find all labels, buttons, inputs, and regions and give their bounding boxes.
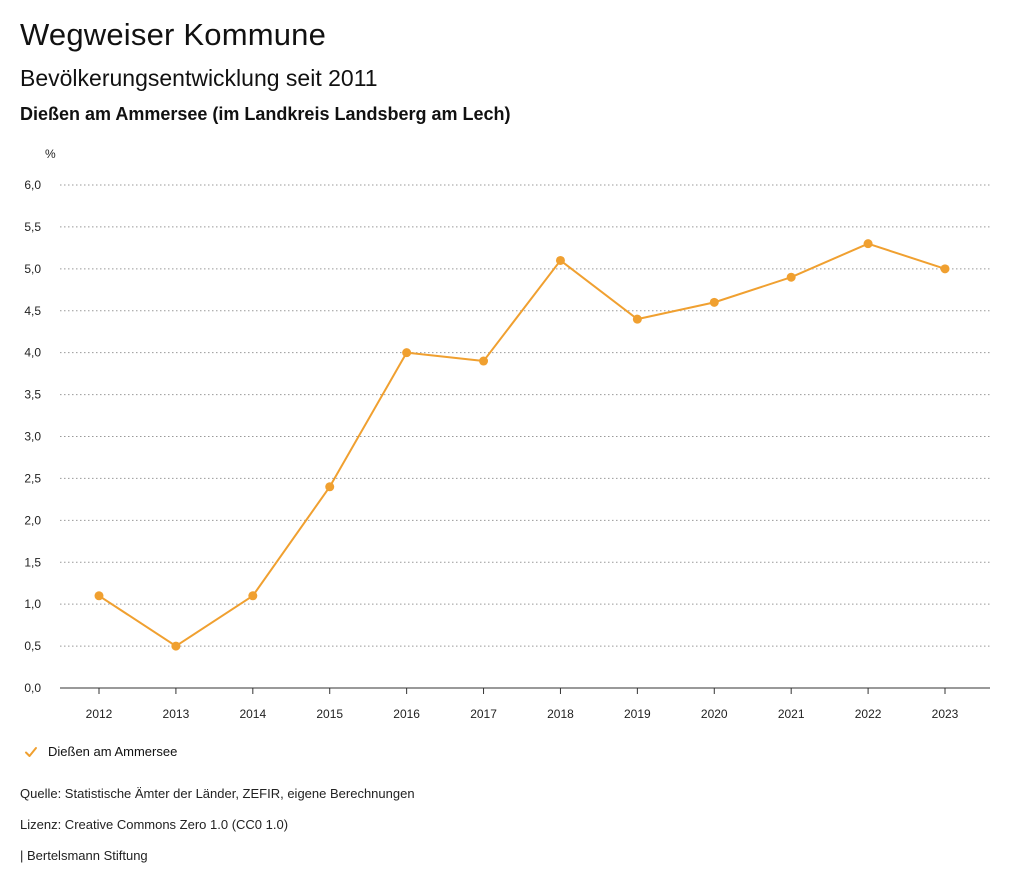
x-tick-label: 2013 — [163, 707, 190, 721]
x-tick-label: 2020 — [701, 707, 728, 721]
y-tick-label: 0,0 — [24, 681, 41, 695]
line-chart: 0,00,51,01,52,02,53,03,54,04,55,05,56,0 … — [24, 147, 990, 721]
data-point[interactable] — [171, 641, 181, 651]
y-tick-label: 3,5 — [24, 388, 41, 402]
y-tick-label: 1,5 — [24, 555, 41, 569]
y-tick-label: 3,0 — [24, 430, 41, 444]
y-tick-label: 6,0 — [24, 178, 41, 192]
x-tick-label: 2016 — [393, 707, 420, 721]
x-tick-label: 2015 — [316, 707, 343, 721]
license-note: Lizenz: Creative Commons Zero 1.0 (CC0 1… — [20, 817, 289, 832]
data-point[interactable] — [402, 348, 412, 358]
data-point[interactable] — [709, 297, 719, 307]
x-axis: 2012 2013 2014 2015 2016 2017 2018 2019 2020 2021… — [60, 687, 990, 721]
grid-lines — [60, 184, 990, 647]
brand-note: | Bertelsmann Stiftung — [20, 848, 148, 863]
data-point[interactable] — [786, 272, 796, 282]
y-tick-label: 1,0 — [24, 597, 41, 611]
data-point[interactable] — [555, 255, 565, 265]
legend-label: Dießen am Ammersee — [48, 744, 178, 759]
source-note: Quelle: Statistische Ämter der Länder, Z… — [20, 786, 415, 801]
x-tick-label: 2017 — [470, 707, 497, 721]
series-line — [98, 242, 946, 648]
region-title: Dießen am Ammersee (im Landkreis Landsbe… — [20, 104, 511, 124]
y-tick-label: 2,5 — [24, 471, 41, 485]
data-point[interactable] — [940, 264, 950, 274]
x-tick-label: 2014 — [239, 707, 266, 721]
x-tick-label: 2019 — [624, 707, 651, 721]
y-tick-label: 5,0 — [24, 262, 41, 276]
x-tick-label: 2023 — [932, 707, 959, 721]
legend[interactable]: Dießen am Ammersee — [24, 744, 177, 759]
y-tick-label: 5,5 — [24, 220, 41, 234]
data-point[interactable] — [863, 239, 873, 249]
y-axis: 0,0 0,5 1,0 1,5 2,0 2,5 3,0 3,5 4,0 4,5 5,0 5,5 6,0 — [24, 178, 41, 695]
data-point[interactable] — [632, 314, 642, 324]
y-tick-label: 4,5 — [24, 304, 41, 318]
x-tick-label: 2021 — [778, 707, 805, 721]
data-point[interactable] — [479, 356, 489, 366]
x-tick-label: 2022 — [855, 707, 882, 721]
y-axis-unit: % — [45, 147, 56, 161]
y-tick-label: 4,0 — [24, 346, 41, 360]
data-point[interactable] — [94, 591, 104, 601]
data-point[interactable] — [248, 591, 258, 601]
page-title: Wegweiser Kommune — [20, 17, 327, 52]
y-tick-label: 0,5 — [24, 639, 41, 653]
x-tick-label: 2018 — [547, 707, 574, 721]
data-point[interactable] — [325, 482, 335, 492]
chart-subtitle: Bevölkerungsentwicklung seit 2011 — [20, 65, 378, 91]
series-dieszen — [94, 239, 950, 651]
x-tick-label: 2012 — [86, 707, 113, 721]
check-icon — [25, 746, 37, 757]
y-tick-label: 2,0 — [24, 513, 41, 527]
